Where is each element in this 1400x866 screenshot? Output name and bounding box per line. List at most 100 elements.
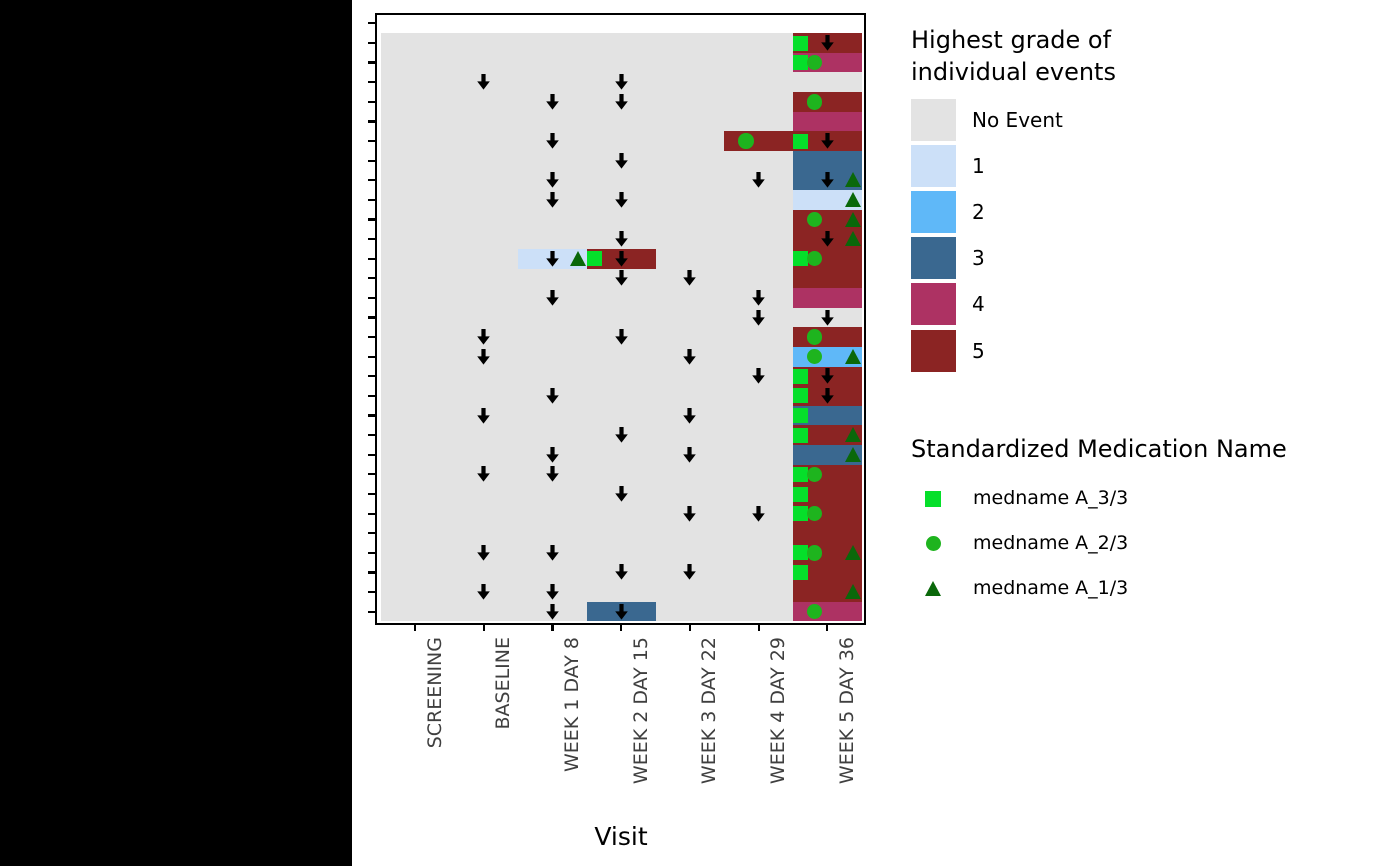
grade-cell-g5 <box>792 523 862 544</box>
square-marker <box>793 35 809 51</box>
x-axis-tick <box>551 624 554 632</box>
down-arrow-marker <box>614 270 628 286</box>
down-arrow-marker <box>752 368 765 384</box>
triangle-marker <box>845 447 862 462</box>
square-marker <box>793 564 809 580</box>
square-marker <box>793 427 809 443</box>
grade-cell-g3 <box>792 445 862 465</box>
down-arrow-marker <box>477 584 491 600</box>
y-axis-tick <box>368 414 377 417</box>
circle-marker <box>806 329 823 345</box>
down-arrow-marker <box>477 407 491 424</box>
down-arrow-marker <box>614 486 628 502</box>
grade-cell-g3 <box>792 150 862 171</box>
triangle-marker <box>845 211 862 227</box>
down-arrow-marker <box>546 93 559 110</box>
down-arrow-marker <box>614 329 628 345</box>
down-arrow-marker <box>546 584 559 600</box>
down-arrow-marker <box>546 289 559 306</box>
x-axis-tick-label: WEEK 4 DAY 29 <box>767 637 790 785</box>
x-axis-tick <box>688 624 692 632</box>
x-axis-tick-label: WEEK 5 DAY 36 <box>835 637 858 785</box>
grade-legend-label: 4 <box>972 292 985 317</box>
y-axis-tick <box>368 336 377 339</box>
down-arrow-marker <box>614 231 628 247</box>
grade-legend-label: No Event <box>972 108 1063 132</box>
grade-cell-g5 <box>792 268 862 289</box>
square-marker <box>793 486 809 502</box>
grade-cell-g4 <box>792 288 862 308</box>
square-marker <box>793 55 809 71</box>
y-axis-tick <box>368 257 377 260</box>
grade-cell-g5 <box>792 484 862 504</box>
y-axis-tick <box>368 551 377 554</box>
down-arrow-marker <box>546 603 559 620</box>
y-axis-tick <box>368 375 377 378</box>
grade-legend-label: 1 <box>972 154 985 179</box>
triangle-marker <box>845 545 862 561</box>
down-arrow-marker <box>821 35 834 51</box>
circle-marker <box>806 545 823 561</box>
down-arrow-marker <box>614 250 628 267</box>
circle-marker <box>806 250 823 267</box>
down-arrow-marker <box>477 74 491 90</box>
down-arrow-marker <box>821 231 834 247</box>
med-legend-circle-icon <box>925 536 941 552</box>
circle-marker <box>806 348 823 365</box>
square-marker <box>793 133 809 149</box>
down-arrow-marker <box>477 348 491 365</box>
down-arrow-marker <box>752 289 765 306</box>
y-axis-tick <box>368 237 377 241</box>
down-arrow-marker <box>614 152 628 169</box>
down-arrow-marker <box>683 564 697 581</box>
med-legend-triangle-icon <box>924 581 941 597</box>
x-axis-tick <box>757 624 760 632</box>
down-arrow-marker <box>477 544 491 561</box>
y-axis-tick <box>368 532 377 535</box>
grade-cell-g5 <box>792 425 862 445</box>
down-arrow-marker <box>821 387 834 404</box>
circle-marker <box>806 603 823 620</box>
triangle-marker <box>570 250 587 266</box>
down-arrow-marker <box>683 270 697 286</box>
y-axis-tick <box>368 590 377 594</box>
down-arrow-marker <box>821 133 834 149</box>
grade-legend-title: Highest grade of individual events <box>911 24 1116 88</box>
y-axis-tick <box>368 179 377 182</box>
y-axis-tick <box>368 100 377 103</box>
down-arrow-marker <box>614 427 628 443</box>
down-arrow-marker <box>477 329 491 345</box>
y-axis-tick <box>368 41 377 45</box>
down-arrow-marker <box>546 446 559 463</box>
x-axis-tick <box>482 624 485 632</box>
plot-panel-border <box>375 13 866 625</box>
grade-cell-g5 <box>792 582 862 602</box>
x-axis-tick-label: SCREENING <box>423 637 446 749</box>
y-axis-tick <box>368 277 377 280</box>
med-legend-label: medname A_1/3 <box>973 577 1129 600</box>
med-legend-label: medname A_2/3 <box>973 531 1129 554</box>
down-arrow-marker <box>752 309 765 326</box>
triangle-marker <box>845 348 862 364</box>
down-arrow-marker <box>546 133 559 149</box>
circle-marker <box>806 94 823 110</box>
square-marker <box>793 466 809 482</box>
circle-marker <box>806 505 823 522</box>
triangle-marker <box>845 427 862 443</box>
down-arrow-marker <box>752 505 765 522</box>
circle-marker <box>806 54 823 71</box>
y-axis-tick <box>368 434 377 437</box>
down-arrow-marker <box>683 446 697 463</box>
y-axis-tick <box>368 81 377 84</box>
triangle-marker <box>845 584 862 600</box>
square-marker <box>793 368 809 384</box>
grade-legend-swatch <box>911 145 956 188</box>
grade-legend-title-line1: Highest grade of <box>911 26 1112 54</box>
down-arrow-marker <box>546 466 559 483</box>
triangle-marker <box>845 231 862 247</box>
grade-legend-label: 5 <box>972 338 985 363</box>
circle-marker <box>806 466 823 483</box>
grade-legend-swatch <box>911 237 956 280</box>
down-arrow-marker <box>614 603 628 620</box>
